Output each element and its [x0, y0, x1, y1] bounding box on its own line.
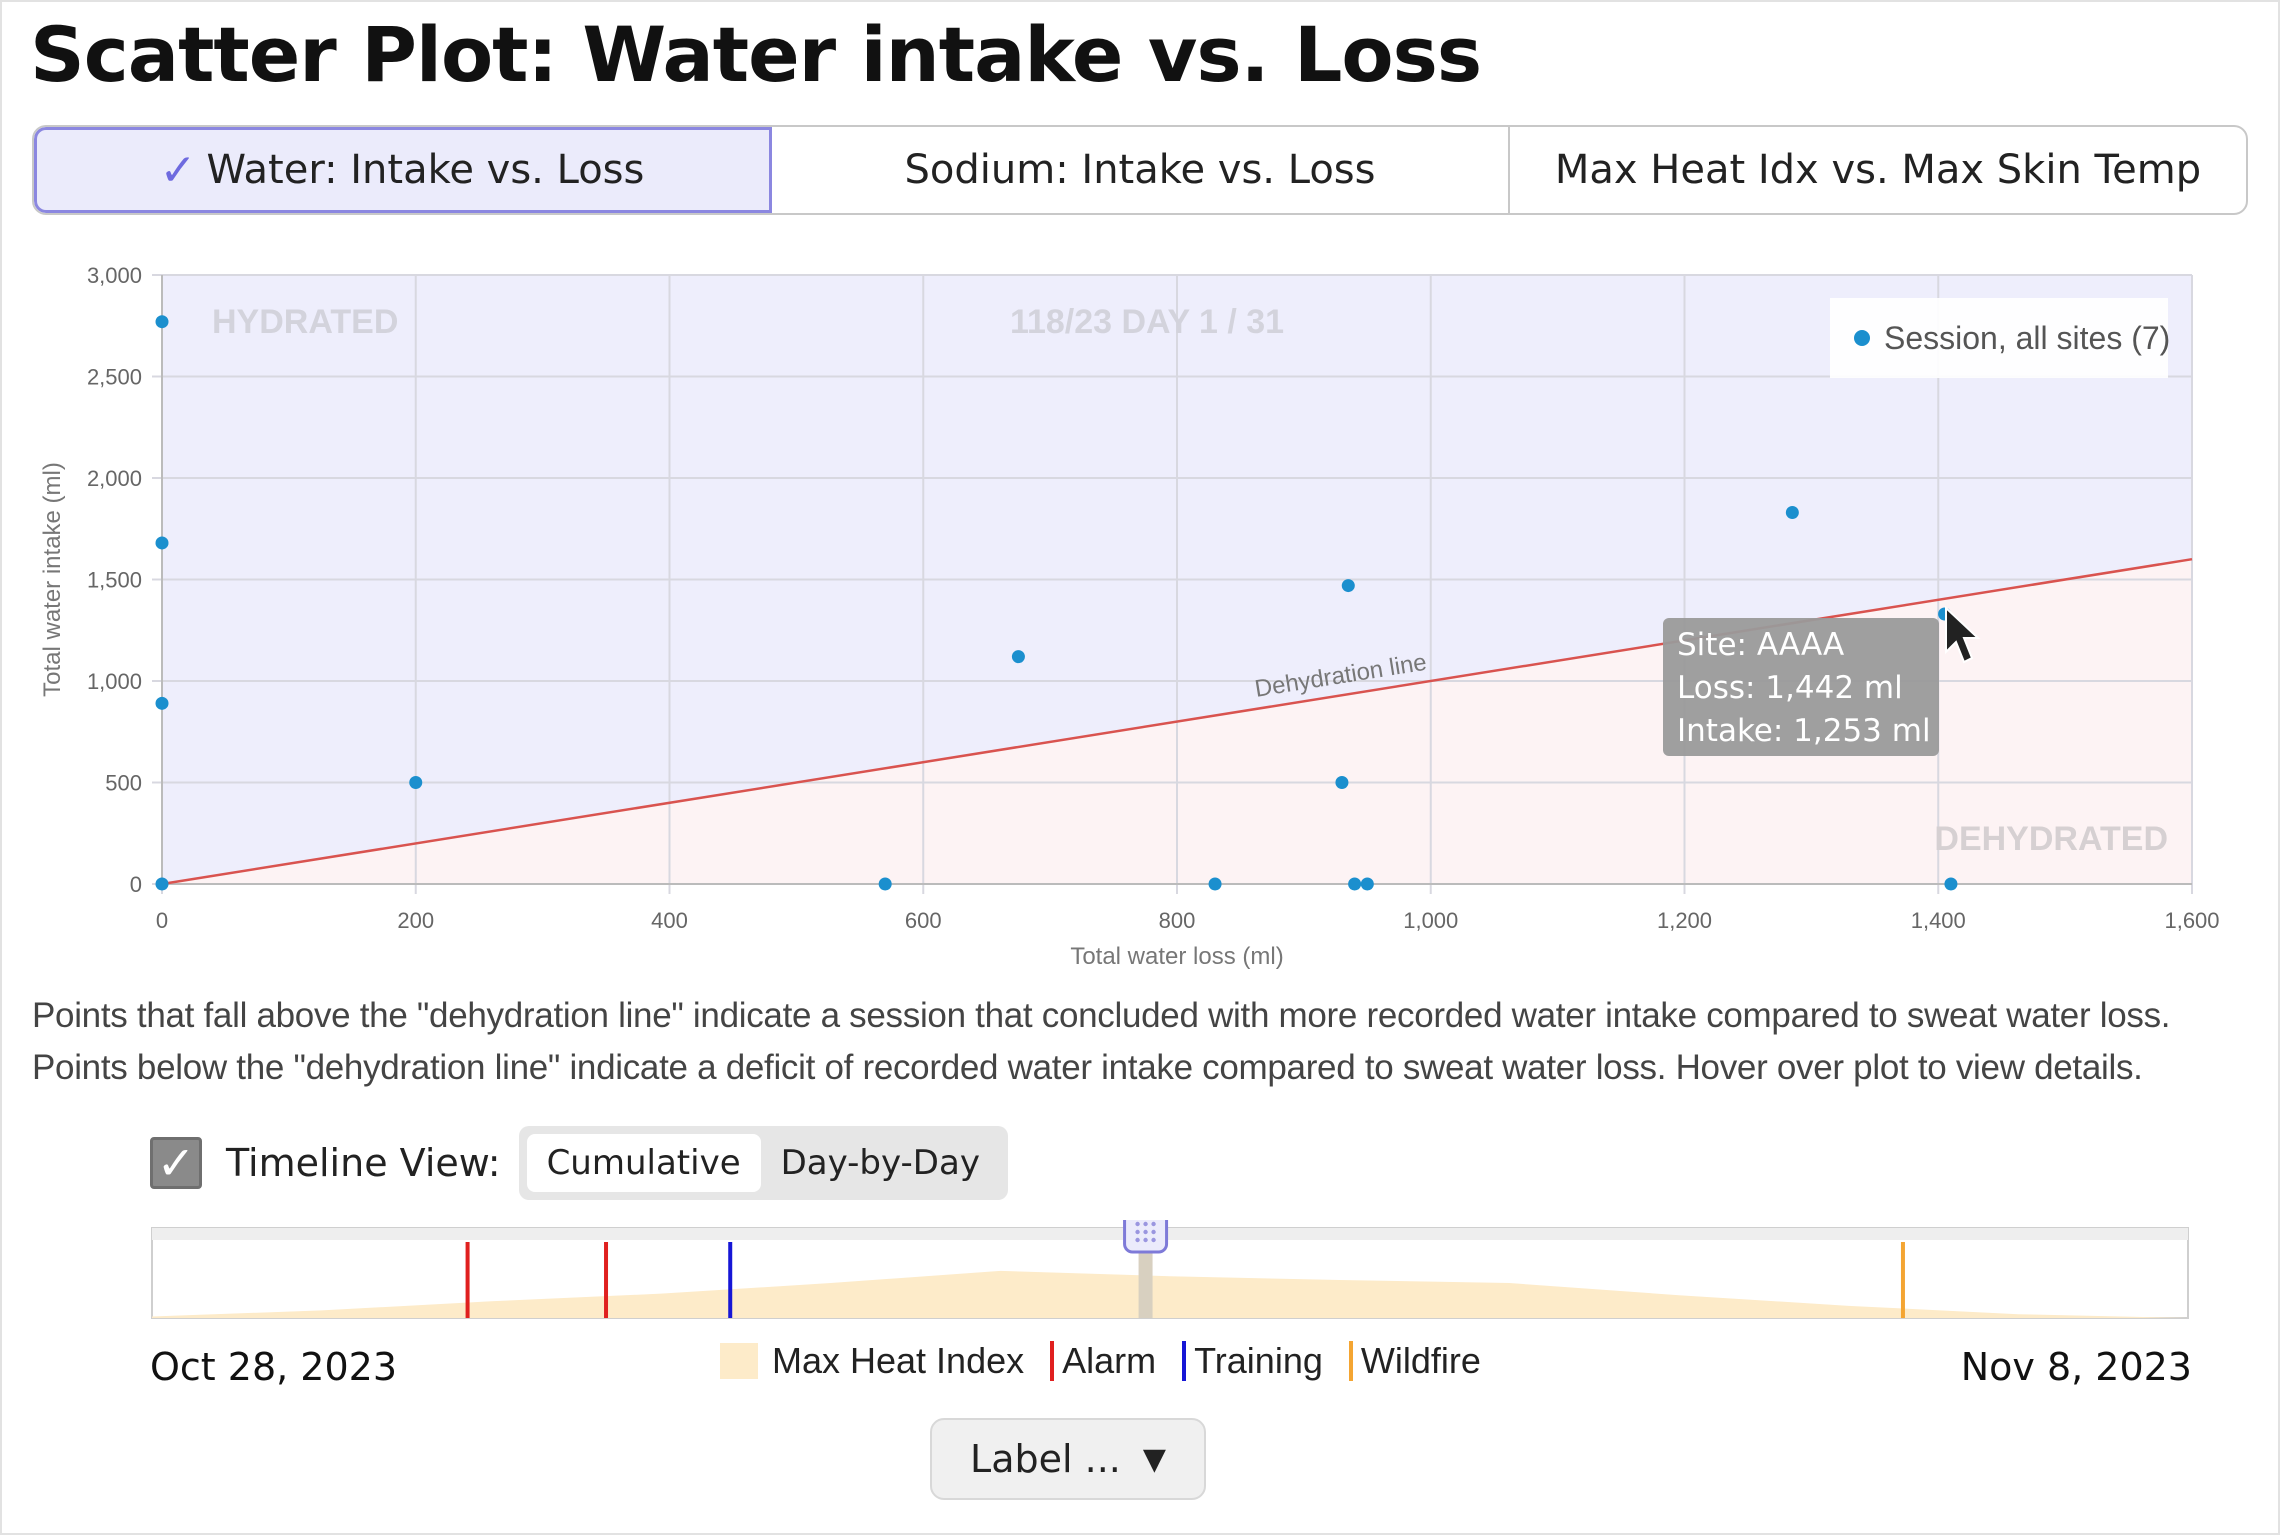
tab-heat-skin-label: Max Heat Idx vs. Max Skin Temp: [1554, 147, 2202, 193]
tab-heat-skin[interactable]: Max Heat Idx vs. Max Skin Temp: [1510, 127, 2246, 213]
scatter-chart[interactable]: 0 200 400 600 800 1,000 1,200 1,400 1,600 0 500 1,0…: [0, 250, 2280, 980]
timeline-checkbox[interactable]: ✓: [150, 1136, 202, 1189]
mode-day-by-day-button[interactable]: Day-by-Day: [780, 1142, 980, 1183]
timeline-track[interactable]: [0, 1220, 2280, 1340]
x-tick-label: 1,400: [1911, 908, 1966, 933]
x-tick-label: 400: [651, 908, 688, 933]
hydrated-label: HYDRATED: [212, 303, 398, 341]
data-point: [1360, 877, 1374, 891]
drag-grip-icon: [1143, 1221, 1148, 1227]
training-marker-swatch: [1182, 1341, 1187, 1381]
y-tick-label: 1,500: [87, 568, 142, 593]
drag-grip-icon: [1151, 1237, 1156, 1243]
checkmark-icon: ✓: [159, 144, 197, 196]
y-tick-label: 1,000: [87, 669, 142, 694]
tooltip-line: Loss: 1,442 ml: [1677, 670, 1903, 706]
tab-sodium[interactable]: Sodium: Intake vs. Loss: [772, 127, 1510, 213]
timeline-label: Timeline View:: [226, 1140, 501, 1185]
legend-wildfire: Wildfire: [1348, 1340, 1481, 1382]
drag-grip-icon: [1135, 1221, 1140, 1227]
legend-alarm-label: Alarm: [1062, 1340, 1157, 1381]
legend-training: Training: [1182, 1340, 1323, 1382]
timeline-scrollbar: [152, 1228, 2188, 1240]
legend-training-label: Training: [1194, 1340, 1323, 1381]
tooltip-line: Site: AAAA: [1677, 627, 1844, 663]
data-point: [155, 877, 169, 891]
legend-label: Session, all sites (7): [1884, 320, 2170, 356]
mode-cumulative-button[interactable]: Cumulative: [526, 1133, 761, 1192]
timeline-mode-toggle: Cumulative Day-by-Day: [518, 1125, 1008, 1200]
data-point: [409, 776, 423, 789]
data-point: [1341, 579, 1355, 593]
timeline-start-date: Oct 28, 2023: [150, 1345, 397, 1389]
tooltip-box: [1663, 618, 1939, 756]
label-dropdown[interactable]: Label ... ▼: [930, 1418, 1206, 1500]
y-tick-label: 3,000: [87, 263, 142, 288]
legend-heat-index: Max Heat Index: [720, 1340, 1024, 1382]
drag-grip-icon: [1143, 1229, 1148, 1235]
drag-grip-icon: [1135, 1229, 1140, 1235]
alarm-marker-swatch: [1050, 1341, 1055, 1381]
dehydrated-label: DEHYDRATED: [1934, 820, 2168, 858]
checkmark-icon: ✓: [156, 1136, 196, 1189]
data-point: [1348, 877, 1362, 891]
tab-bar: ✓ Water: Intake vs. Loss Sodium: Intake …: [32, 125, 2248, 215]
slider-stem: [1138, 1242, 1153, 1318]
y-tick-label: 0: [130, 872, 142, 897]
y-tick-label: 500: [105, 771, 142, 796]
tab-sodium-label: Sodium: Intake vs. Loss: [904, 147, 1376, 193]
tab-water[interactable]: ✓ Water: Intake vs. Loss: [34, 127, 772, 213]
drag-grip-icon: [1151, 1221, 1156, 1227]
page-title: Scatter Plot: Water intake vs. Loss: [30, 10, 1482, 99]
slider-handle: [1123, 1220, 1169, 1254]
caret-down-icon: ▼: [1142, 1441, 1166, 1477]
heat-index-swatch: [720, 1343, 758, 1379]
x-axis-title: Total water loss (ml): [1070, 943, 1283, 970]
y-tick-label: 2,000: [87, 466, 142, 491]
mouse-cursor-icon: [1945, 605, 1981, 664]
x-tick-label: 800: [1159, 908, 1196, 933]
dehydration-line: [161, 557, 2193, 886]
data-point: [1335, 776, 1349, 789]
tooltip-line: Intake: 1,253 ml: [1677, 713, 1931, 749]
data-point: [1785, 506, 1799, 520]
x-tick-label: 0: [156, 908, 168, 933]
y-axis-title: Total water intake (ml): [39, 462, 66, 697]
data-point: [155, 696, 169, 710]
drag-grip-icon: [1135, 1237, 1140, 1243]
data-point: [155, 536, 169, 550]
drag-grip-icon: [1143, 1237, 1148, 1243]
legend-wildfire-label: Wildfire: [1360, 1340, 1481, 1381]
data-point: [1011, 650, 1025, 664]
legend-alarm: Alarm: [1050, 1340, 1156, 1382]
legend-box: [1830, 298, 2168, 378]
label-dropdown-text: Label ...: [970, 1437, 1121, 1481]
data-point: [878, 877, 892, 891]
x-tick-label: 1,200: [1657, 908, 1712, 933]
wildfire-marker-swatch: [1348, 1341, 1353, 1381]
legend-heat-index-label: Max Heat Index: [772, 1340, 1025, 1381]
timeline-legend: Max Heat Index Alarm Training Wildfire: [720, 1340, 1507, 1382]
data-point: [155, 315, 169, 329]
data-point: [1944, 877, 1958, 891]
timeline-controls: ✓ Timeline View: Cumulative Day-by-Day: [150, 1125, 1008, 1200]
x-tick-label: 200: [397, 908, 434, 933]
data-point: [1208, 877, 1222, 891]
drag-grip-icon: [1151, 1229, 1156, 1235]
y-tick-label: 2,500: [87, 365, 142, 390]
x-tick-label: 1,000: [1403, 908, 1458, 933]
session-day-label: 118/23 DAY 1 / 31: [1010, 303, 1284, 341]
x-tick-label: 600: [905, 908, 942, 933]
x-tick-label: 1,600: [2164, 908, 2219, 933]
tab-water-label: Water: Intake vs. Loss: [206, 147, 645, 193]
heat-index-area: [152, 1270, 2188, 1318]
legend-marker: [1854, 330, 1870, 346]
timeline-end-date: Nov 8, 2023: [1960, 1345, 2192, 1389]
chart-caption: Points that fall above the "dehydration …: [32, 996, 2171, 1087]
